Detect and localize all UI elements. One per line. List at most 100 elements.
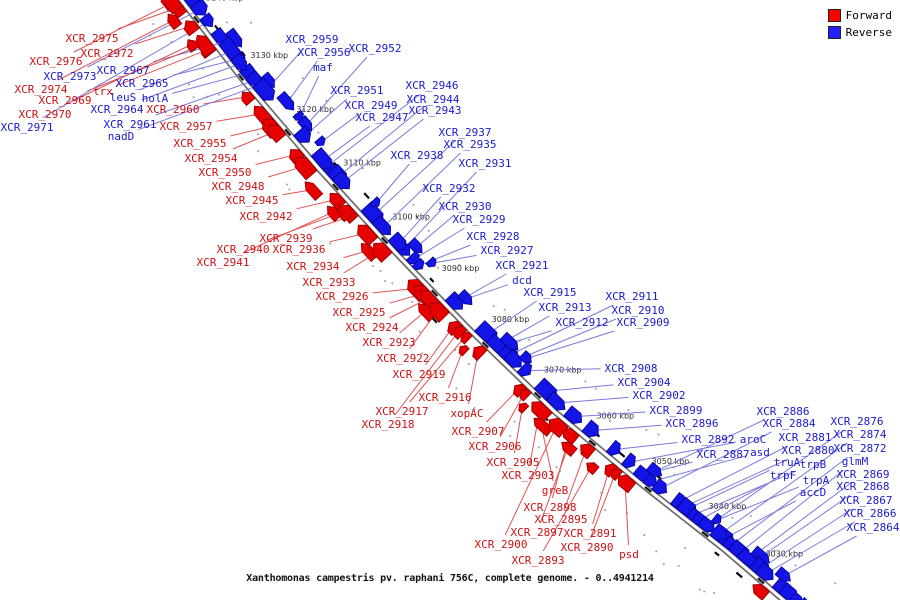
gene-arrow-trpA[interactable] <box>710 512 722 525</box>
gene-label[interactable]: XCR_2944 <box>407 93 460 106</box>
gene-label[interactable]: XCR_2949 <box>345 99 398 112</box>
gene-label[interactable]: XCR_2908 <box>605 362 658 375</box>
gene-label[interactable]: XCR_2906 <box>469 440 522 453</box>
gene-arrow-XCR_2933[interactable] <box>372 242 393 263</box>
gene-arrow-XCR_2922[interactable] <box>429 302 450 323</box>
gene-label[interactable]: XCR_2910 <box>612 304 665 317</box>
gene-arrow-XCR_2974[interactable] <box>167 13 183 31</box>
gene-arrow-XCR_2935[interactable] <box>371 214 392 236</box>
gene-arrow-XCR_2886[interactable] <box>645 461 663 477</box>
gene-label[interactable]: XCR_2938 <box>391 149 444 162</box>
gene-arrow-XCR_2903[interactable] <box>531 401 553 423</box>
gene-arrow-XCR_2932[interactable] <box>387 231 407 251</box>
gene-arrow-XCR_2964[interactable] <box>230 52 248 71</box>
gene-arrow-XCR_2893[interactable] <box>586 462 600 476</box>
gene-label[interactable]: XCR_2948 <box>212 180 265 193</box>
gene-label[interactable]: XCR_2892 <box>682 433 735 446</box>
gene-label[interactable]: XCR_2921 <box>496 259 549 272</box>
gene-label[interactable]: XCR_2933 <box>303 276 356 289</box>
gene-label[interactable]: XCR_2941 <box>197 256 250 269</box>
gene-label[interactable]: aroC <box>740 433 767 446</box>
gene-label[interactable]: XCR_2912 <box>556 316 609 329</box>
gene-label[interactable]: XCR_2940 <box>217 243 270 256</box>
gene-label[interactable]: trpB <box>800 458 827 471</box>
gene-arrow-XCR_2896[interactable] <box>581 419 599 438</box>
gene-label[interactable]: leuS <box>110 91 137 104</box>
gene-arrow-XCR_2908[interactable] <box>516 361 533 377</box>
gene-arrow-dcd[interactable] <box>456 289 473 306</box>
gene-label[interactable]: XCR_2928 <box>467 230 520 243</box>
gene-label[interactable]: XCR_2919 <box>393 368 446 381</box>
gene-label[interactable]: XCR_2939 <box>260 232 313 245</box>
gene-label[interactable]: XCR_2975 <box>66 32 119 45</box>
gene-label[interactable]: XCR_2907 <box>452 425 505 438</box>
gene-label[interactable]: XCR_2942 <box>240 210 293 223</box>
gene-label[interactable]: XCR_2927 <box>481 244 534 257</box>
gene-label[interactable]: XCR_2965 <box>116 77 169 90</box>
gene-label[interactable]: XCR_2915 <box>524 286 577 299</box>
gene-label[interactable]: XCR_2929 <box>453 213 506 226</box>
gene-arrow-XCR_2905[interactable] <box>518 402 530 414</box>
gene-label[interactable]: XCR_2954 <box>185 152 238 165</box>
gene-arrow-XCR_2941[interactable] <box>326 205 343 223</box>
gene-arrow-XCR_2971[interactable] <box>199 12 214 28</box>
gene-label[interactable]: XCR_2970 <box>19 108 72 121</box>
gene-arrow-XCR_2976[interactable] <box>164 0 184 15</box>
gene-arrow-asd[interactable] <box>642 472 658 487</box>
gene-label[interactable]: psd <box>619 548 639 561</box>
gene-label[interactable]: XCR_2890 <box>561 541 614 554</box>
gene-label[interactable]: XCR_2950 <box>199 166 252 179</box>
gene-label[interactable]: nadD <box>108 130 135 143</box>
gene-arrow-greB[interactable] <box>533 417 554 437</box>
gene-label[interactable]: XCR_2872 <box>834 442 887 455</box>
gene-label[interactable]: XCR_2918 <box>362 418 415 431</box>
gene-arrow-XCR_2900[interactable] <box>548 417 569 439</box>
gene-label[interactable]: XCR_2866 <box>844 507 897 520</box>
gene-label[interactable]: XCR_2937 <box>439 126 492 139</box>
gene-label[interactable]: XCR_2936 <box>273 243 326 256</box>
gene-label[interactable]: XCR_2957 <box>160 120 213 133</box>
gene-label[interactable]: XCR_2952 <box>349 42 402 55</box>
gene-label[interactable]: XCR_2867 <box>840 494 893 507</box>
gene-arrow-XCR_2892[interactable] <box>605 439 621 456</box>
gene-label[interactable]: XCR_2909 <box>617 316 670 329</box>
gene-arrow-XCR_2899[interactable] <box>563 405 583 425</box>
gene-arrow-XCR_2895[interactable] <box>580 443 597 460</box>
gene-label[interactable]: XCR_2923 <box>363 336 416 349</box>
gene-label[interactable]: XCR_2868 <box>837 480 890 493</box>
gene-arrow-XCR_2876[interactable] <box>697 515 716 533</box>
gene-arrow-XCR_2951[interactable] <box>293 125 312 143</box>
gene-label[interactable]: asd <box>750 446 770 459</box>
gene-label[interactable]: XCR_2969 <box>39 94 92 107</box>
gene-arrow-u3024.4[interactable] <box>788 591 803 600</box>
gene-label[interactable]: XCR_2905 <box>487 456 540 469</box>
gene-label[interactable]: trpA <box>803 474 830 487</box>
gene-arrow-XCR_2916[interactable] <box>458 345 470 357</box>
gene-label[interactable]: trx <box>93 85 113 98</box>
gene-label[interactable]: XCR_2931 <box>459 157 512 170</box>
gene-arrow-u3025.8[interactable] <box>778 582 798 600</box>
gene-arrow-XCR_2927[interactable] <box>425 256 437 268</box>
gene-label[interactable]: XCR_2964 <box>91 103 144 116</box>
gene-label[interactable]: XCR_2895 <box>535 513 588 526</box>
gene-label[interactable]: XCR_2880 <box>782 444 835 457</box>
gene-arrow-XCR_2959[interactable] <box>251 77 276 101</box>
gene-label[interactable]: XCR_2955 <box>174 137 227 150</box>
gene-arrow-maf[interactable] <box>292 109 304 121</box>
gene-label[interactable]: XCR_2904 <box>618 376 671 389</box>
gene-arrow-aroC[interactable] <box>620 452 636 469</box>
gene-label[interactable]: XCR_2884 <box>763 417 816 430</box>
gene-label[interactable]: XCR_2945 <box>226 194 279 207</box>
gene-label[interactable]: XCR_2902 <box>633 389 686 402</box>
gene-label[interactable]: XCR_2934 <box>287 260 340 273</box>
gene-label[interactable]: XCR_2896 <box>666 417 719 430</box>
gene-arrow-psd[interactable] <box>617 474 637 494</box>
gene-label[interactable]: XCR_2876 <box>831 415 884 428</box>
gene-arrow-u3029.3[interactable] <box>752 583 771 600</box>
gene-label[interactable]: XCR_2959 <box>286 33 339 46</box>
gene-label[interactable]: holA <box>142 92 169 105</box>
gene-arrow-XCR_2897[interactable] <box>561 441 578 457</box>
gene-label[interactable]: XCR_2932 <box>423 182 476 195</box>
gene-label[interactable]: truA <box>774 456 801 469</box>
gene-label[interactable]: XCR_2961 <box>104 118 157 131</box>
